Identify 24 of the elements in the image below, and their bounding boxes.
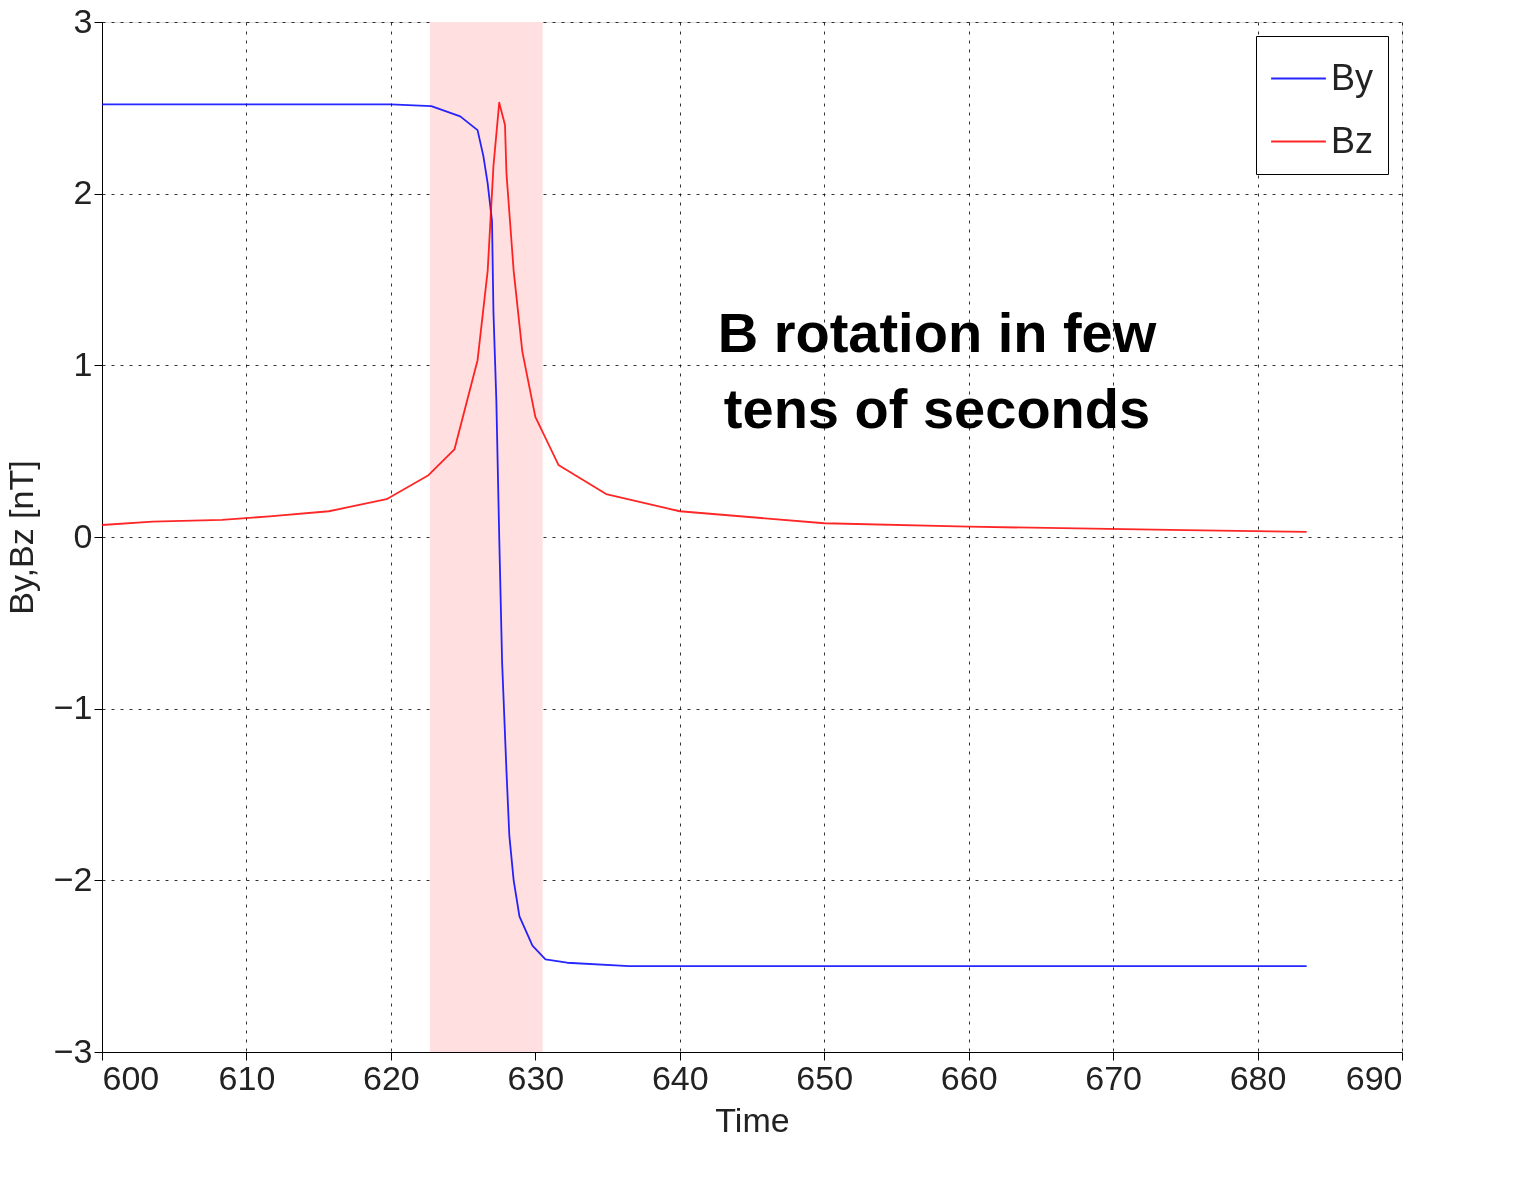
x-tick-label: 620 (363, 1058, 420, 1097)
y-tick-label: −2 (53, 859, 93, 898)
x-tick-label: 660 (940, 1058, 998, 1097)
y-tick-label: 2 (73, 173, 93, 212)
annotation: B rotation in few tens of seconds (717, 301, 1157, 440)
x-tick-label: 630 (507, 1058, 565, 1097)
x-tick-label: 670 (1085, 1058, 1142, 1097)
y-tick-label: 3 (73, 1, 93, 40)
x-tick-label: 650 (796, 1058, 854, 1097)
x-tick-label: 690 (1345, 1058, 1403, 1097)
x-tick-label: 600 (102, 1058, 160, 1097)
x-axis-title: Time (715, 1100, 790, 1139)
line-series (101, 101, 1308, 533)
x-tick-label: 610 (218, 1058, 276, 1097)
line-series (101, 103, 1308, 968)
y-axis-title: By,Bz [nT] (1, 460, 40, 615)
legend-label: By (1331, 56, 1374, 98)
x-tick-label: 640 (651, 1058, 709, 1097)
legend-label: Bz (1331, 119, 1374, 161)
y-tick-label: −1 (53, 688, 93, 727)
x-tick-label: 680 (1229, 1058, 1287, 1097)
y-tick-label: 0 (73, 516, 93, 555)
y-tick-label: −3 (53, 1031, 93, 1070)
y-tick-label: 1 (73, 344, 93, 383)
